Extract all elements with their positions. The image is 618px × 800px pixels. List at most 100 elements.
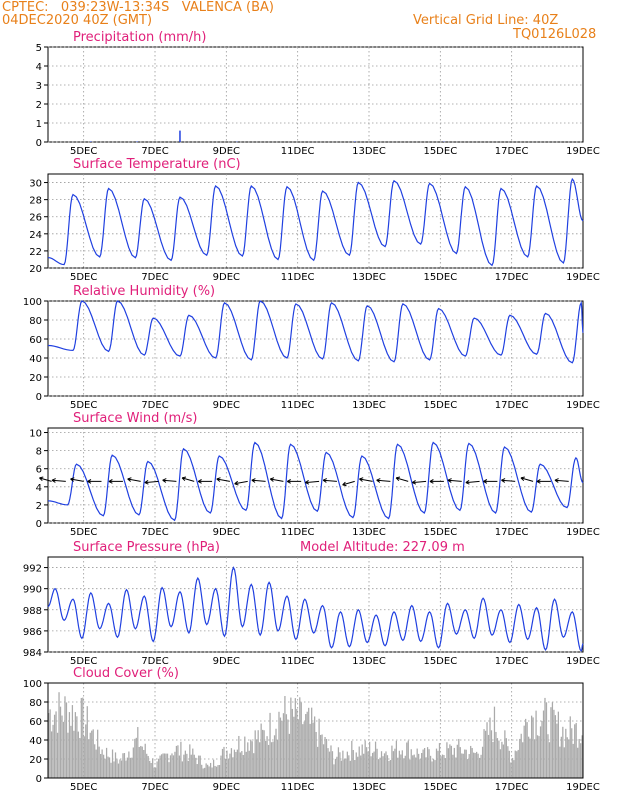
x-tick-label: 11DEC: [281, 782, 315, 793]
y-tick-label: 24: [29, 230, 42, 241]
x-tick-label: 17DEC: [495, 146, 529, 157]
x-tick-label: 17DEC: [495, 272, 529, 283]
cloud-bar: [578, 738, 580, 778]
y-tick-label: 80: [29, 698, 42, 709]
cloud-bar: [422, 749, 424, 778]
x-tick-label: 19DEC: [566, 527, 600, 538]
cloud-bar: [373, 751, 375, 778]
cloud-bar: [336, 756, 338, 778]
cloud-bar: [300, 702, 302, 778]
cloud-bar: [184, 750, 186, 778]
cloud-bar: [523, 725, 525, 778]
cloud-bar: [471, 748, 473, 778]
panel-title: Relative Humidity (%): [73, 284, 215, 299]
cloud-bar: [305, 714, 307, 778]
cloud-bar: [220, 755, 222, 778]
cloud-bar: [260, 723, 262, 778]
cloud-bar: [193, 754, 195, 778]
cloud-bar: [256, 739, 258, 778]
cloud-bar: [450, 745, 452, 778]
cloud-bar: [236, 749, 238, 778]
cloud-bar: [425, 757, 427, 778]
cloud-bar: [143, 749, 145, 778]
cloud-bar: [328, 751, 331, 778]
cloud-bar: [458, 738, 460, 778]
y-tick-label: 984: [23, 648, 42, 659]
cloud-bar: [493, 706, 496, 778]
wind-arrow: [412, 479, 427, 485]
cloud-bar: [517, 749, 519, 778]
cloud-bar: [315, 731, 317, 778]
wind-arrow: [51, 478, 66, 483]
cloud-bar: [343, 759, 345, 778]
cloud-bar: [259, 742, 261, 778]
cloud-bar: [572, 743, 574, 778]
cloud-bar: [172, 755, 175, 778]
cloud-bar: [400, 754, 402, 778]
cloud-bar: [333, 764, 335, 778]
panel-title: Surface Wind (m/s): [73, 411, 197, 426]
panel-frame-0: [47, 46, 584, 143]
x-tick-label: 7DEC: [141, 400, 168, 411]
cloud-bar: [391, 745, 393, 778]
y-tick-label: 6: [36, 465, 42, 476]
wind-arrow: [429, 479, 444, 484]
cloud-bar: [452, 754, 454, 778]
cloud-bar: [209, 762, 212, 778]
cloud-bar: [111, 749, 114, 778]
cloud-bar: [569, 716, 571, 778]
cloud-bar: [392, 751, 395, 778]
cloud-bar: [435, 748, 438, 778]
cloud-bar: [267, 744, 270, 778]
cloud-bar: [389, 760, 392, 778]
wind-arrow: [520, 476, 534, 482]
y-tick-label: 20: [29, 264, 42, 275]
cloud-bar: [550, 707, 552, 778]
cloud-bar: [461, 753, 463, 778]
cloud-bar: [227, 759, 230, 778]
x-tick-label: 19DEC: [566, 146, 600, 157]
cloud-bar: [349, 760, 351, 778]
y-tick-label: 0: [36, 774, 42, 785]
cloud-bar: [529, 738, 531, 778]
x-tick-label: 7DEC: [141, 146, 168, 157]
wind-arrow: [251, 478, 266, 483]
x-tick-label: 7DEC: [141, 782, 168, 793]
wind-arrow: [234, 480, 248, 486]
cloud-bar: [49, 709, 51, 778]
cloud-bar: [187, 760, 189, 778]
wind-arrow: [359, 477, 373, 482]
y-tick-label: 4: [36, 483, 42, 494]
cloud-bar: [214, 765, 216, 778]
y-tick-label: 20: [29, 373, 42, 384]
cloud-bar: [477, 753, 479, 778]
cloud-bar: [276, 739, 279, 778]
y-tick-label: 4: [36, 62, 42, 73]
cloud-bar: [212, 759, 215, 778]
cloud-bar: [135, 737, 137, 778]
cloud-bar: [76, 716, 78, 778]
x-tick-label: 5DEC: [70, 146, 97, 157]
cloud-bar: [346, 751, 348, 778]
cloud-bar: [89, 732, 91, 778]
cloud-bar: [171, 753, 173, 778]
y-tick-label: 26: [29, 213, 42, 224]
cloud-bar: [447, 748, 450, 778]
cloud-bar: [94, 744, 96, 778]
cloud-bar: [162, 753, 164, 778]
cloud-bar: [361, 744, 363, 778]
y-tick-label: 1: [36, 119, 42, 130]
cloud-bar: [201, 764, 203, 778]
cloud-bar: [386, 755, 389, 778]
cloud-bar: [238, 735, 240, 778]
cloud-bar: [327, 748, 329, 778]
cloud-bar: [410, 749, 412, 778]
cloud-bar: [462, 753, 464, 778]
cloud-bar: [437, 750, 439, 778]
wind-arrow: [39, 476, 52, 482]
cloud-bar: [551, 702, 554, 778]
x-tick-label: 13DEC: [352, 656, 386, 667]
cloud-bar: [102, 754, 105, 778]
y-tick-label: 0: [36, 519, 42, 530]
cloud-bar: [441, 754, 444, 778]
